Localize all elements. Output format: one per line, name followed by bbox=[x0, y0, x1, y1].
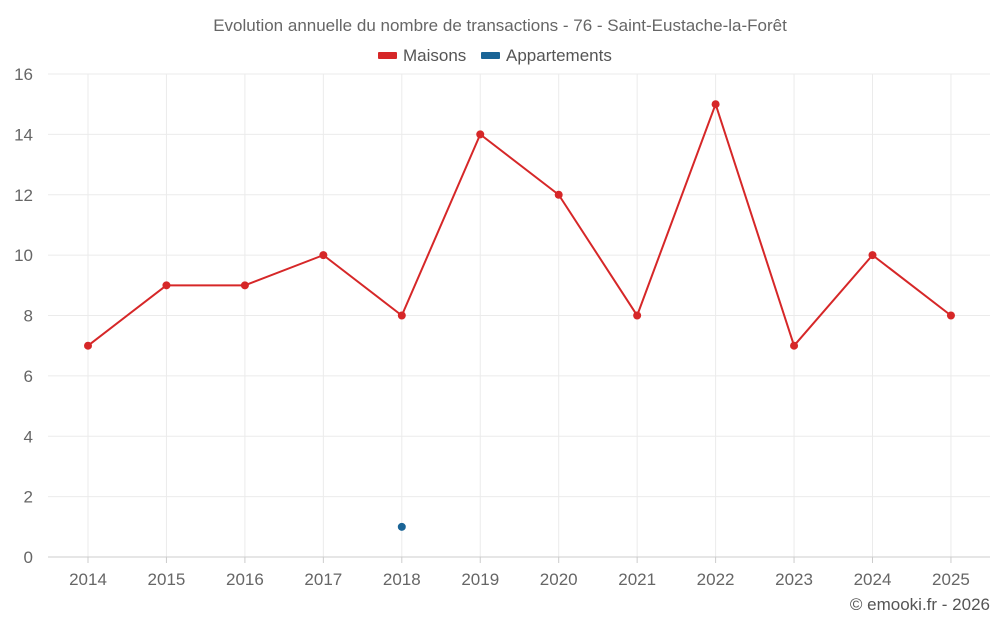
x-tick-label: 2022 bbox=[697, 570, 735, 589]
x-tick-label: 2017 bbox=[304, 570, 342, 589]
data-point-maisons-2024[interactable] bbox=[868, 251, 877, 260]
series-maisons bbox=[84, 100, 955, 350]
series-layer bbox=[84, 100, 955, 531]
y-tick-label: 2 bbox=[24, 488, 33, 507]
y-tick-label: 14 bbox=[14, 125, 33, 144]
y-axis-ticks: 0 2 4 6 8 10 12 14 16 bbox=[14, 65, 33, 567]
data-point-maisons-2022[interactable] bbox=[711, 100, 720, 109]
y-tick-label: 0 bbox=[24, 548, 33, 567]
data-point-maisons-2020[interactable] bbox=[554, 190, 563, 199]
x-tick-label: 2015 bbox=[148, 570, 186, 589]
data-point-maisons-2019[interactable] bbox=[476, 130, 485, 139]
x-tick-label: 2023 bbox=[775, 570, 813, 589]
data-point-maisons-2025[interactable] bbox=[946, 311, 955, 320]
series-line-maisons bbox=[87, 103, 952, 347]
data-point-maisons-2015[interactable] bbox=[162, 281, 171, 290]
y-tick-label: 16 bbox=[14, 65, 33, 84]
y-tick-label: 6 bbox=[24, 367, 33, 386]
x-tick-label: 2021 bbox=[618, 570, 656, 589]
legend-swatch-maisons bbox=[378, 52, 397, 59]
x-tick-label: 2016 bbox=[226, 570, 264, 589]
data-point-maisons-2021[interactable] bbox=[633, 311, 642, 320]
chart-title: Evolution annuelle du nombre de transact… bbox=[213, 16, 787, 35]
credit-text: © emooki.fr - 2026 bbox=[850, 595, 990, 614]
data-point-maisons-2017[interactable] bbox=[319, 251, 328, 260]
legend: Maisons Appartements bbox=[378, 46, 612, 65]
data-point-maisons-2018[interactable] bbox=[397, 311, 406, 320]
legend-item-appartements[interactable]: Appartements bbox=[481, 46, 612, 65]
series-appartements bbox=[397, 522, 406, 531]
legend-swatch-appartements bbox=[481, 52, 500, 59]
x-tick-label: 2025 bbox=[932, 570, 970, 589]
data-point-appartements-2018[interactable] bbox=[397, 522, 406, 531]
legend-item-maisons[interactable]: Maisons bbox=[378, 46, 466, 65]
y-tick-label: 8 bbox=[24, 307, 33, 326]
legend-label-appartements: Appartements bbox=[506, 46, 612, 65]
y-tick-label: 4 bbox=[24, 427, 33, 446]
x-tick-label: 2014 bbox=[69, 570, 107, 589]
x-tick-label: 2018 bbox=[383, 570, 421, 589]
legend-label-maisons: Maisons bbox=[403, 46, 466, 65]
x-tick-label: 2019 bbox=[461, 570, 499, 589]
data-point-maisons-2023[interactable] bbox=[790, 341, 799, 350]
y-tick-label: 10 bbox=[14, 246, 33, 265]
data-point-maisons-2016[interactable] bbox=[240, 281, 249, 290]
y-tick-label: 12 bbox=[14, 186, 33, 205]
horizontal-gridlines bbox=[48, 73, 990, 498]
x-axis-ticks: 2014 2015 2016 2017 2018 2019 2020 2021 2022 2023… bbox=[69, 557, 970, 589]
x-tick-label: 2020 bbox=[540, 570, 578, 589]
x-tick-label: 2024 bbox=[854, 570, 892, 589]
data-point-maisons-2014[interactable] bbox=[84, 341, 92, 350]
